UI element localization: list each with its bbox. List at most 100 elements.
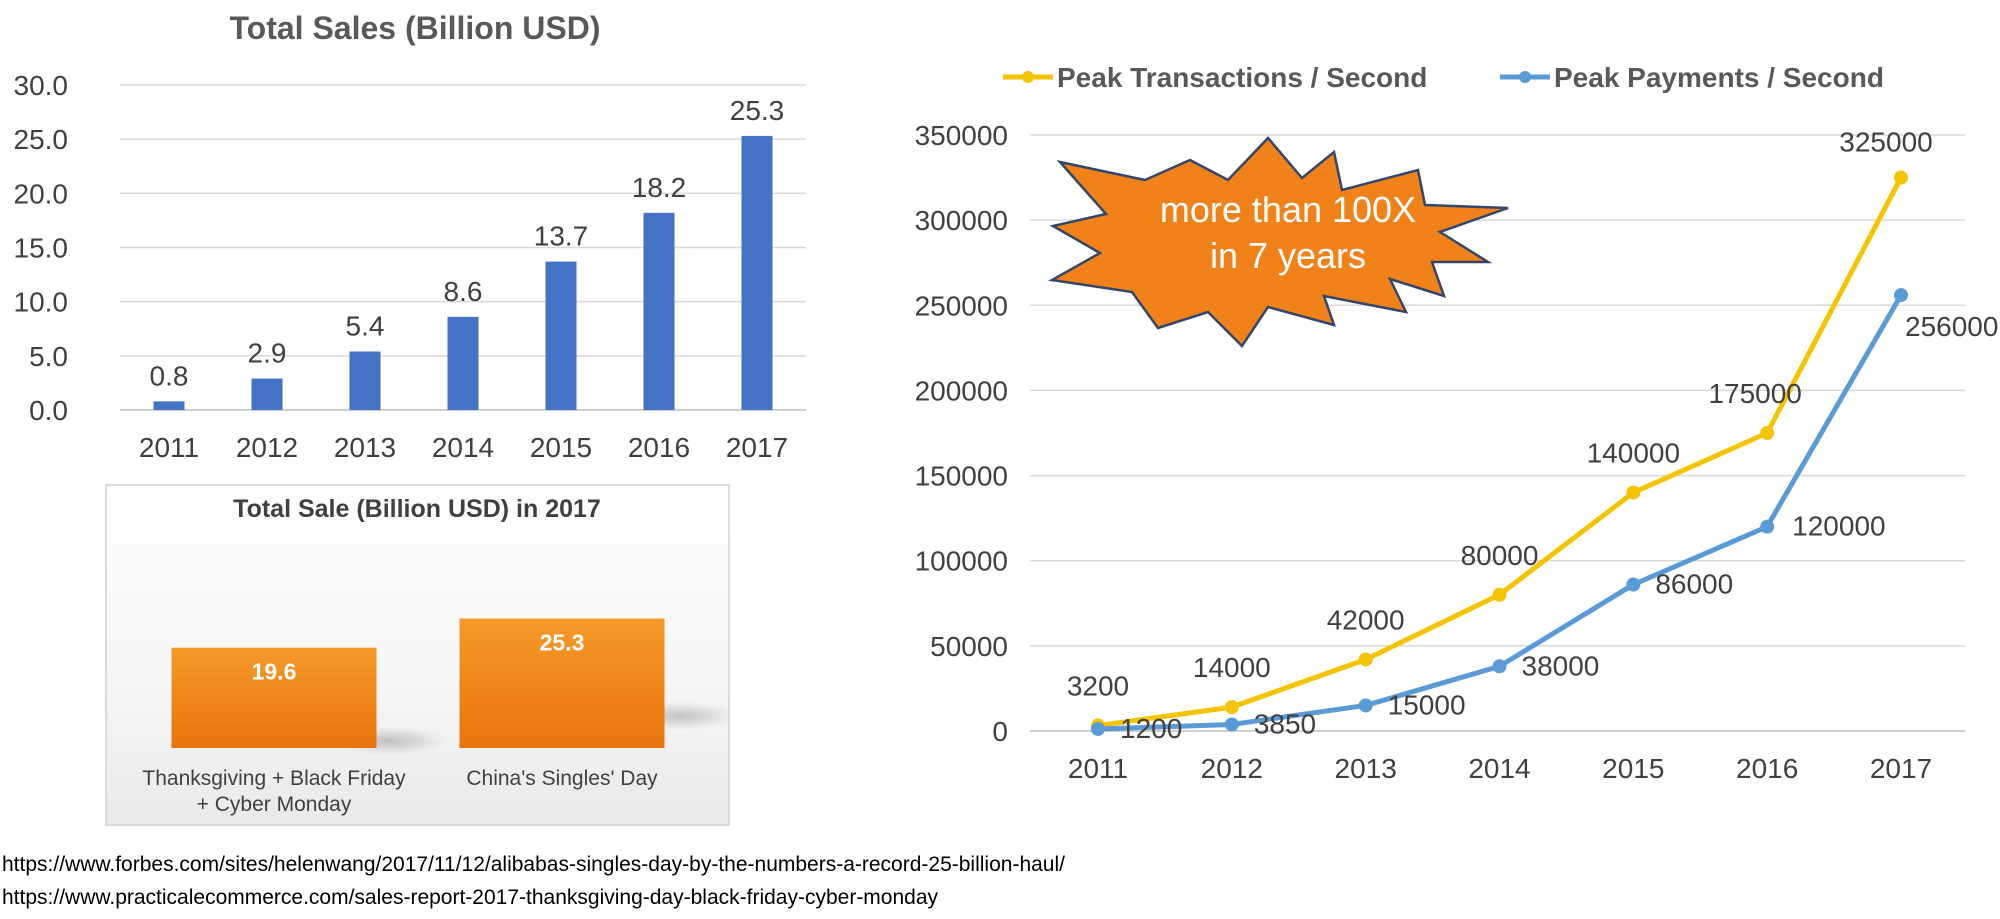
bar-y-tick-label: 0.0 xyxy=(29,395,68,426)
peak-payments-point xyxy=(1760,519,1775,534)
peak-transactions-label: 42000 xyxy=(1327,604,1405,635)
peak-payments-point xyxy=(1224,717,1239,732)
bar-x-tick-label: 2015 xyxy=(530,432,592,463)
bar-y-tick-label: 25.0 xyxy=(14,124,69,155)
sales-bar xyxy=(447,316,479,410)
comparison-bar xyxy=(459,618,665,748)
sales-value-label: 18.2 xyxy=(632,172,687,203)
comparison-chart-value-labels: 19.6 25.3 xyxy=(252,629,585,684)
line-y-tick-label: 100000 xyxy=(915,546,1008,577)
peak-transactions-label: 14000 xyxy=(1193,652,1271,683)
peak-payments-label: 15000 xyxy=(1388,689,1466,720)
line-chart-data-labels: 3200 14000 42000 80000 140000 175000 325000 120… xyxy=(1067,127,1999,744)
annotation-line-1: more than 100X xyxy=(1160,189,1416,230)
sales-bar xyxy=(741,135,773,410)
sales-value-label: 5.4 xyxy=(346,311,385,342)
bar-chart-y-axis: 0.0 5.0 10.0 15.0 20.0 25.0 30.0 xyxy=(14,70,69,426)
peak-payments-point xyxy=(1626,577,1641,592)
bar-chart-title: Total Sales (Billion USD) xyxy=(230,10,601,46)
sales-value-label: 13.7 xyxy=(534,221,589,252)
sale-2017-comparison-chart: Total Sale (Billion USD) in 2017 19.6 25.… xyxy=(105,484,735,826)
peak-transactions-point xyxy=(1492,587,1507,602)
bar-x-tick-label: 2017 xyxy=(726,432,788,463)
legend-swatch-marker xyxy=(1022,71,1034,83)
comparison-value-label: 25.3 xyxy=(540,629,585,655)
sales-bar xyxy=(251,378,283,410)
bar-chart-x-axis: 2011 2012 2013 2014 2015 2016 2017 xyxy=(139,432,788,463)
peak-transactions-label: 175000 xyxy=(1708,378,1801,409)
bar-y-tick-label: 5.0 xyxy=(29,341,68,372)
peak-payments-label: 86000 xyxy=(1655,569,1733,600)
bar-y-tick-label: 20.0 xyxy=(14,178,69,209)
line-x-tick-label: 2015 xyxy=(1602,753,1664,784)
annotation-line-2: in 7 years xyxy=(1210,235,1366,276)
bar-x-tick-label: 2013 xyxy=(334,432,396,463)
bar-y-tick-label: 10.0 xyxy=(14,287,69,318)
annotation-starburst: more than 100X in 7 years xyxy=(1048,136,1509,348)
bar-x-tick-label: 2014 xyxy=(432,432,494,463)
bar-x-tick-label: 2011 xyxy=(139,432,199,463)
line-y-tick-label: 350000 xyxy=(915,120,1008,151)
line-x-tick-label: 2012 xyxy=(1201,753,1263,784)
peak-transactions-point xyxy=(1358,652,1373,667)
line-chart-x-axis: 2011 2012 2013 2014 2015 2016 2017 xyxy=(1068,753,1932,784)
comparison-category-label: Thanksgiving + Black Friday + Cyber Monda… xyxy=(142,767,406,816)
sales-value-label: 0.8 xyxy=(150,360,189,391)
peak-transactions-label: 3200 xyxy=(1067,671,1129,702)
comparison-chart-category-labels: Thanksgiving + Black Friday + Cyber Monda… xyxy=(142,767,658,816)
legend-label: Peak Transactions / Second xyxy=(1057,62,1427,93)
peak-transactions-point xyxy=(1760,426,1775,440)
line-x-tick-label: 2011 xyxy=(1068,753,1128,784)
peak-payments-point xyxy=(1492,659,1507,674)
line-chart-points xyxy=(1091,170,1908,736)
bar-y-tick-label: 30.0 xyxy=(14,70,69,101)
starburst-shape xyxy=(1048,136,1509,348)
line-y-tick-label: 150000 xyxy=(915,461,1008,492)
peak-transactions-point xyxy=(1626,485,1641,500)
peak-transactions-label: 80000 xyxy=(1461,540,1539,571)
sales-value-label: 8.6 xyxy=(444,276,483,307)
peak-payments-point xyxy=(1358,698,1373,713)
peak-transactions-label: 140000 xyxy=(1587,438,1680,469)
peak-payments-point xyxy=(1091,721,1105,736)
peak-transactions-point xyxy=(1894,170,1908,185)
line-x-tick-label: 2016 xyxy=(1736,753,1798,784)
peak-transactions-label: 325000 xyxy=(1839,127,1932,158)
bar-y-tick-label: 15.0 xyxy=(14,233,69,264)
peak-payments-label: 1200 xyxy=(1120,713,1182,744)
line-y-tick-label: 250000 xyxy=(915,290,1008,321)
line-y-tick-label: 200000 xyxy=(915,375,1008,406)
line-y-tick-label: 50000 xyxy=(930,631,1008,662)
bar-chart-value-labels: 0.8 2.9 5.4 8.6 13.7 18.2 25.3 xyxy=(150,95,785,391)
source-link-practicalecommerce[interactable]: https://www.practicalecommerce.com/sales… xyxy=(2,886,939,909)
comparison-category-label: China's Singles' Day xyxy=(466,767,658,790)
peak-rate-line-chart: Peak Transactions / Second Peak Payments … xyxy=(915,62,1999,784)
comparison-chart-bars xyxy=(171,618,665,748)
line-chart-legend: Peak Transactions / Second Peak Payments … xyxy=(1003,62,1884,93)
sales-value-label: 2.9 xyxy=(248,338,287,369)
sales-bar xyxy=(643,212,675,410)
sales-bar xyxy=(545,261,577,410)
comparison-bar xyxy=(171,647,377,748)
line-y-tick-label: 0 xyxy=(992,716,1008,747)
bar-chart-bars xyxy=(153,135,773,410)
peak-transactions-point xyxy=(1224,700,1239,715)
sales-bar xyxy=(349,351,381,410)
peak-payments-label: 256000 xyxy=(1905,311,1998,342)
peak-payments-point xyxy=(1894,288,1908,303)
total-sales-bar-chart: Total Sales (Billion USD) 0.0 5.0 10.0 15.0… xyxy=(14,10,806,463)
line-x-tick-label: 2013 xyxy=(1335,753,1397,784)
sales-bar xyxy=(153,401,185,410)
line-chart-y-axis: 0 50000 100000 150000 200000 250000 300000 3500… xyxy=(915,120,1008,747)
legend-swatch-marker xyxy=(1519,71,1531,83)
bar-chart-gridlines xyxy=(120,84,806,411)
bar-x-tick-label: 2012 xyxy=(236,432,298,463)
comparison-chart-title: Total Sale (Billion USD) in 2017 xyxy=(233,495,601,523)
sales-value-label: 25.3 xyxy=(730,95,785,126)
peak-payments-label: 120000 xyxy=(1792,511,1885,542)
source-link-forbes[interactable]: https://www.forbes.com/sites/helenwang/2… xyxy=(2,853,1065,876)
line-x-tick-label: 2017 xyxy=(1870,753,1932,784)
line-y-tick-label: 300000 xyxy=(915,205,1008,236)
bar-x-tick-label: 2016 xyxy=(628,432,690,463)
